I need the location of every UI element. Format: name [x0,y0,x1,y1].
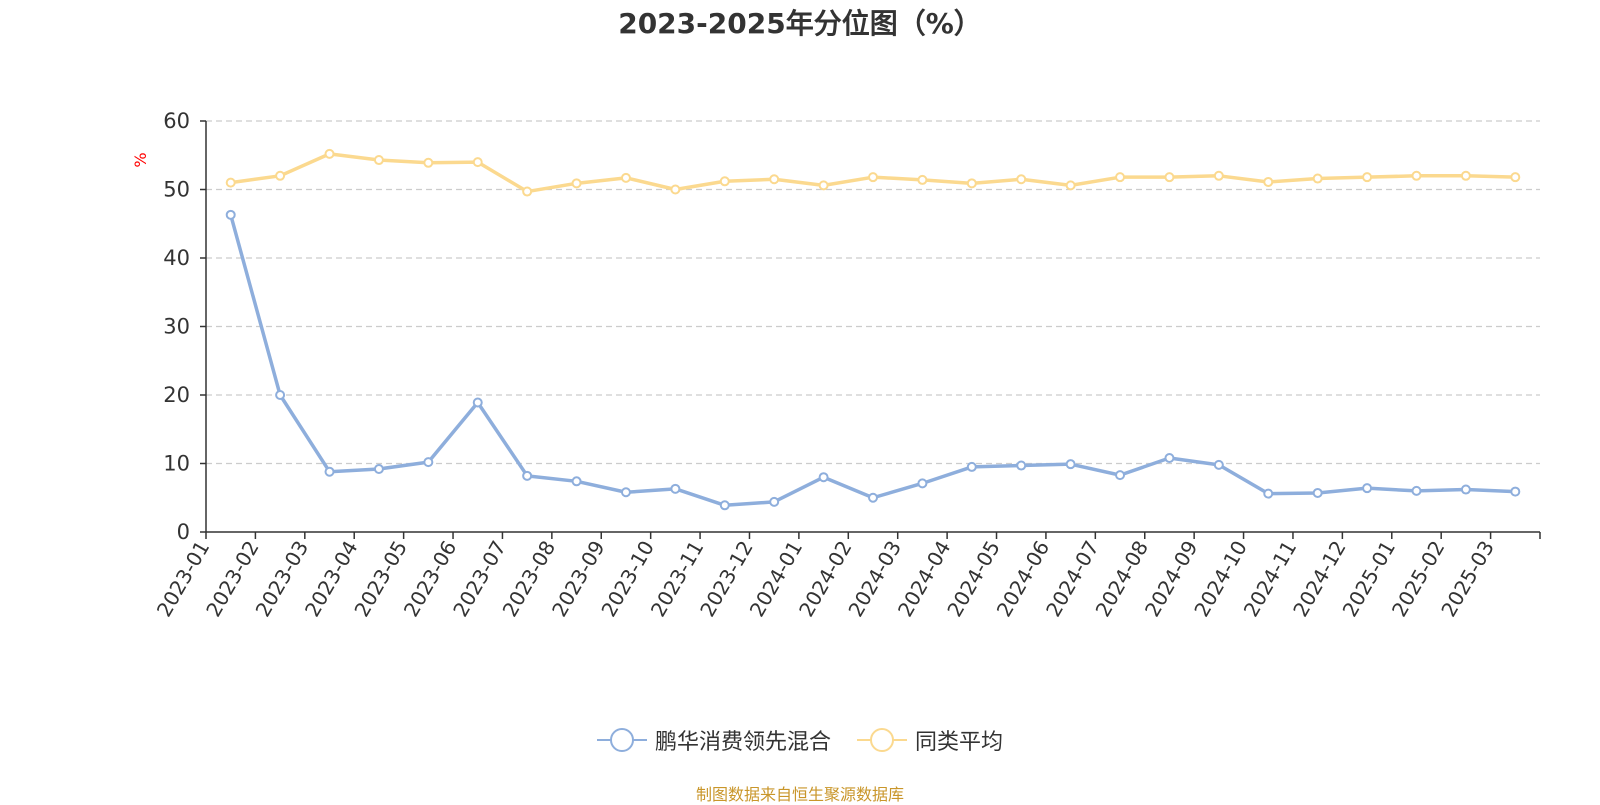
legend-label: 同类平均 [915,730,1004,755]
data-point [670,483,681,494]
data-point [522,186,533,197]
data-point [275,170,286,181]
y-axis-label: % [131,152,150,167]
data-point [1411,485,1422,496]
data-point [324,466,335,477]
data-point [571,476,582,487]
y-tick-label: 50 [163,178,190,202]
data-point [1263,488,1274,499]
y-tick-label: 10 [163,452,190,476]
legend-label: 鹏华消费领先混合 [654,730,831,755]
data-point [571,178,582,189]
legend-swatch-icon [596,728,647,752]
data-point [670,184,681,195]
data-point [966,178,977,189]
data-point [719,500,730,511]
legend: 鹏华消费领先混合 同类平均 [0,722,1600,758]
data-point [868,172,878,183]
y-tick-label: 30 [163,315,190,339]
axes: 01020304050602023-012023-022023-032023-0… [152,109,1541,621]
data-point [868,492,878,503]
data-point [1016,460,1027,471]
chart-title: 2023-2025年分位图（%） [618,7,982,40]
data-point [818,180,829,191]
y-tick-label: 60 [163,109,190,133]
data-point [225,177,236,188]
data-point [1213,170,1224,181]
data-point [966,461,977,472]
legend-item-1[interactable]: 同类平均 [857,724,1003,756]
data-point [1164,453,1175,464]
data-point [225,209,236,220]
data-point [1362,483,1373,494]
data-point [1460,484,1471,495]
data-point [1312,487,1323,498]
y-tick-label: 40 [163,246,190,270]
data-point [275,390,286,400]
data-point [818,472,829,483]
data-point [769,174,780,185]
data-point [1312,173,1323,184]
data-point [769,496,780,507]
y-tick-label: 0 [177,520,190,544]
data-point [1411,170,1422,181]
data-point [917,478,928,489]
data-point [373,155,384,166]
data-point [620,172,631,183]
legend-swatch-icon [857,728,907,752]
data-point [1213,459,1224,470]
data-point [1065,180,1076,191]
data-point [917,174,928,185]
data-point [423,457,434,468]
series-lines [225,148,1521,511]
data-point [522,470,533,481]
data-point [1510,486,1521,497]
data-point [1016,174,1027,185]
data-point [1065,459,1076,470]
data-point [423,157,434,168]
data-point [1362,172,1373,183]
data-point [1115,470,1126,481]
data-point [1460,170,1471,181]
y-tick-label: 20 [163,383,190,407]
data-point [719,176,730,187]
legend-item-0[interactable]: 鹏华消费领先混合 [596,724,831,756]
data-point [324,148,335,159]
data-point [1263,176,1274,187]
data-point [620,487,631,498]
source-note: 制图数据来自恒生聚源数据库 [695,785,904,804]
data-point [1115,172,1126,183]
data-point [373,463,384,474]
data-point [472,397,483,408]
data-point [472,157,483,168]
data-point [1510,172,1521,183]
data-point [1164,172,1175,183]
